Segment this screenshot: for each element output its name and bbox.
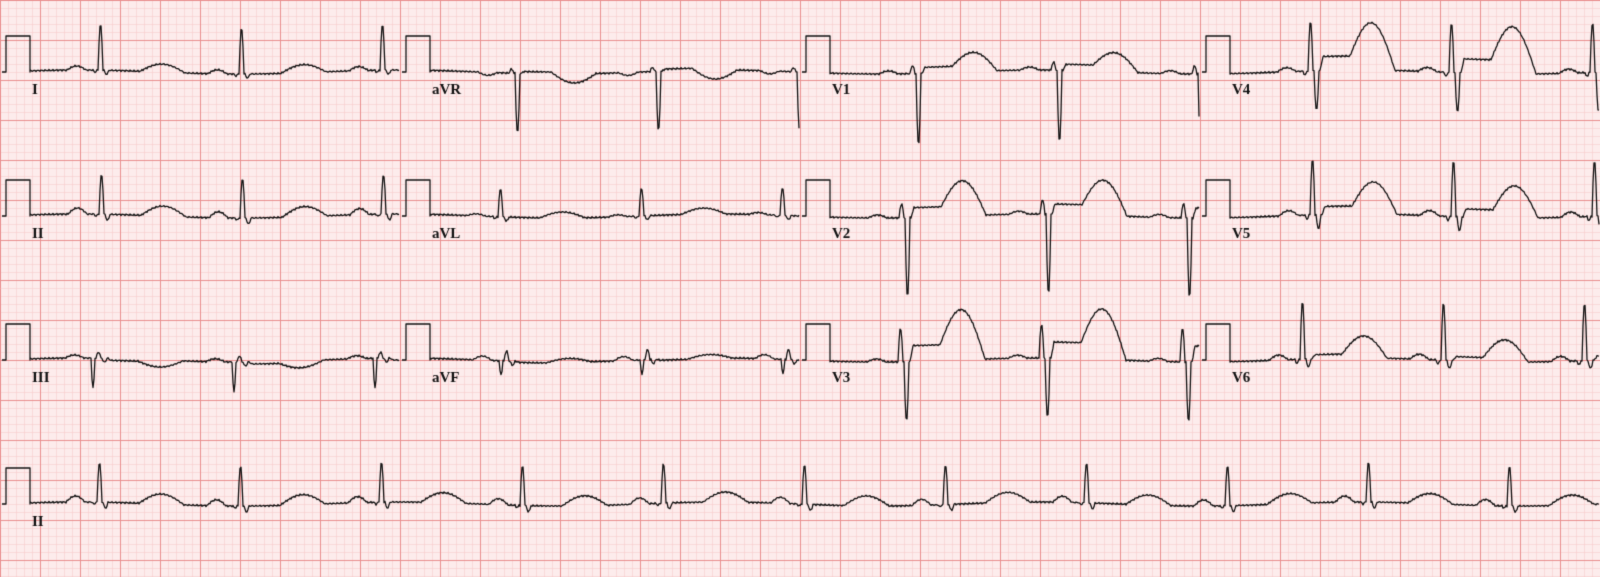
ecg-canvas: [0, 0, 1600, 577]
